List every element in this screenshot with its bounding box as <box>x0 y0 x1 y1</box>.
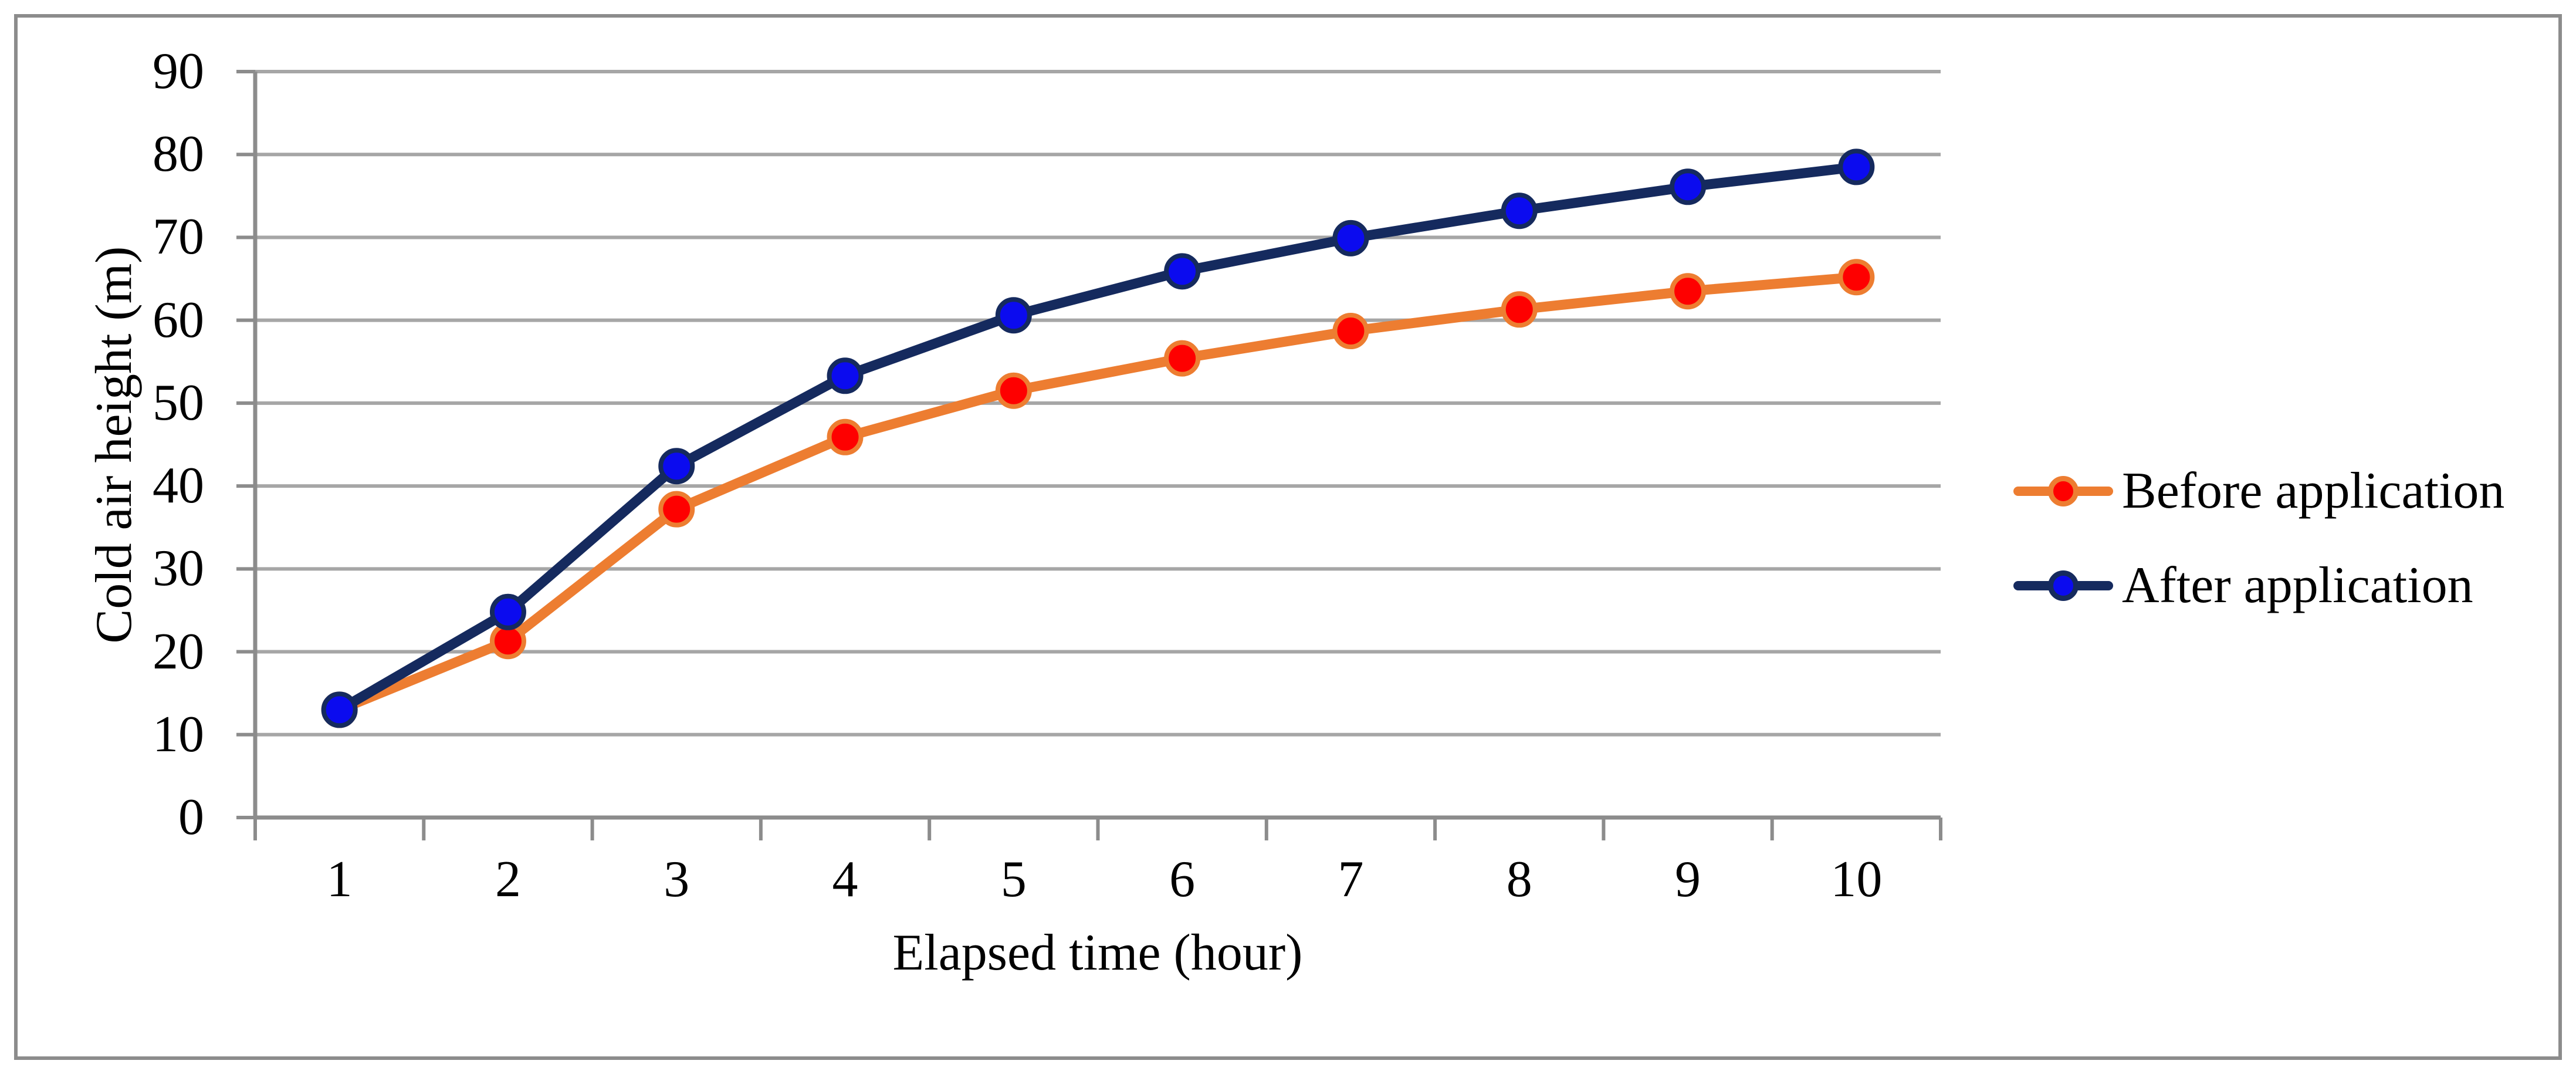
y-tick-label: 30 <box>153 540 204 597</box>
data-point-1-10 <box>1838 148 1875 185</box>
y-tick-label: 20 <box>153 623 204 680</box>
y-tick-label: 90 <box>153 43 204 100</box>
x-tick-label: 5 <box>1000 851 1027 908</box>
legend-item-before: Before application <box>2013 465 2504 517</box>
legend-label-before: Before application <box>2122 462 2505 519</box>
y-tick-label: 50 <box>153 374 204 431</box>
y-tick-label: 60 <box>153 291 204 349</box>
legend-dot-swatch <box>2048 570 2079 601</box>
data-point-1-6 <box>1164 253 1201 290</box>
data-point-1-8 <box>1501 192 1538 229</box>
data-point-1-2 <box>489 593 526 630</box>
x-tick-label: 10 <box>1830 851 1883 908</box>
x-tick-label: 7 <box>1338 851 1364 908</box>
y-tick-label: 0 <box>178 789 204 846</box>
x-tick-label: 6 <box>1169 851 1196 908</box>
legend-marker-after-icon <box>2013 560 2113 612</box>
data-point-0-10 <box>1838 259 1875 296</box>
x-axis-title: Elapsed time (hour) <box>892 924 1303 981</box>
y-tick-label: 70 <box>153 208 204 266</box>
x-tick-label: 8 <box>1506 851 1532 908</box>
data-point-1-4 <box>827 357 864 394</box>
data-point-0-8 <box>1501 291 1538 328</box>
legend-dot-swatch <box>2048 476 2079 506</box>
series-line-1 <box>334 161 1861 715</box>
y-tick-label: 80 <box>153 126 204 183</box>
data-point-0-3 <box>658 491 695 528</box>
x-tick-label: 9 <box>1675 851 1701 908</box>
x-tick-label: 4 <box>832 851 858 908</box>
data-point-0-7 <box>1332 313 1369 350</box>
data-point-0-5 <box>995 372 1032 409</box>
legend-item-after: After application <box>2013 560 2473 612</box>
y-tick-label: 10 <box>153 705 204 763</box>
series-line-0 <box>334 272 1861 715</box>
x-tick-label: 2 <box>495 851 521 908</box>
data-point-1-3 <box>658 448 695 485</box>
data-point-0-4 <box>827 418 864 455</box>
data-point-1-7 <box>1332 219 1369 256</box>
legend-marker-before-icon <box>2013 465 2113 517</box>
data-point-0-9 <box>1670 273 1707 310</box>
data-point-1-1 <box>321 691 358 728</box>
y-tick-label: 40 <box>153 457 204 515</box>
data-point-1-5 <box>995 297 1032 334</box>
x-tick-label: 1 <box>326 851 353 908</box>
data-point-0-6 <box>1164 340 1201 377</box>
x-tick-label: 3 <box>664 851 690 908</box>
legend-label-after: After application <box>2122 557 2473 614</box>
data-point-1-9 <box>1670 168 1707 205</box>
